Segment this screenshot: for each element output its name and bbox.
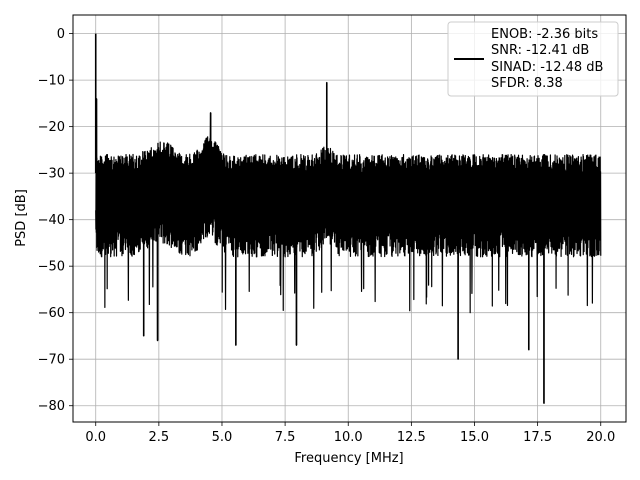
legend-box: [447, 21, 619, 97]
legend: ENOB: -2.36 bits SNR: -12.41 dB SINAD: -…: [447, 21, 619, 97]
y-tick-label: −20: [38, 120, 65, 135]
y-tick-label: 0: [57, 27, 65, 42]
psd-line: [95, 81, 602, 404]
x-axis-label: Frequency [MHz]: [294, 451, 403, 466]
y-tick-label: −70: [38, 353, 65, 368]
y-tick-label: −10: [38, 74, 65, 89]
x-tick-label: 10.0: [334, 430, 363, 445]
y-tick-label: −40: [38, 213, 65, 228]
x-tick-label: 2.5: [149, 430, 170, 445]
x-tick-label: 5.0: [212, 430, 233, 445]
y-axis-label: PSD [dB]: [14, 189, 29, 247]
y-axis-ticks: 0 −10 −20 −30 −40 −50 −60 −70 −80: [38, 27, 73, 414]
y-tick-label: −60: [38, 306, 65, 321]
psd-trace-group: [94, 33, 602, 404]
y-tick-label: −50: [38, 260, 65, 275]
x-tick-label: 12.5: [397, 430, 426, 445]
legend-entry-sinad: SINAD: -12.48 dB: [491, 60, 603, 75]
x-tick-label: 0.0: [85, 430, 106, 445]
x-tick-label: 15.0: [460, 430, 489, 445]
x-tick-label: 17.5: [523, 430, 552, 445]
legend-entry-sfdr: SFDR: 8.38: [491, 76, 563, 91]
legend-entry-enob: ENOB: -2.36 bits: [491, 27, 598, 42]
x-tick-label: 7.5: [275, 430, 296, 445]
x-tick-label: 20.0: [586, 430, 615, 445]
y-tick-label: −30: [38, 167, 65, 182]
legend-entry-snr: SNR: -12.41 dB: [491, 43, 589, 58]
plot-frame: [72, 14, 627, 423]
y-tick-label: −80: [38, 399, 65, 414]
x-axis-ticks: 0.0 2.5 5.0 7.5 10.0 12.5 15.0 17.5 20.0: [85, 422, 615, 445]
